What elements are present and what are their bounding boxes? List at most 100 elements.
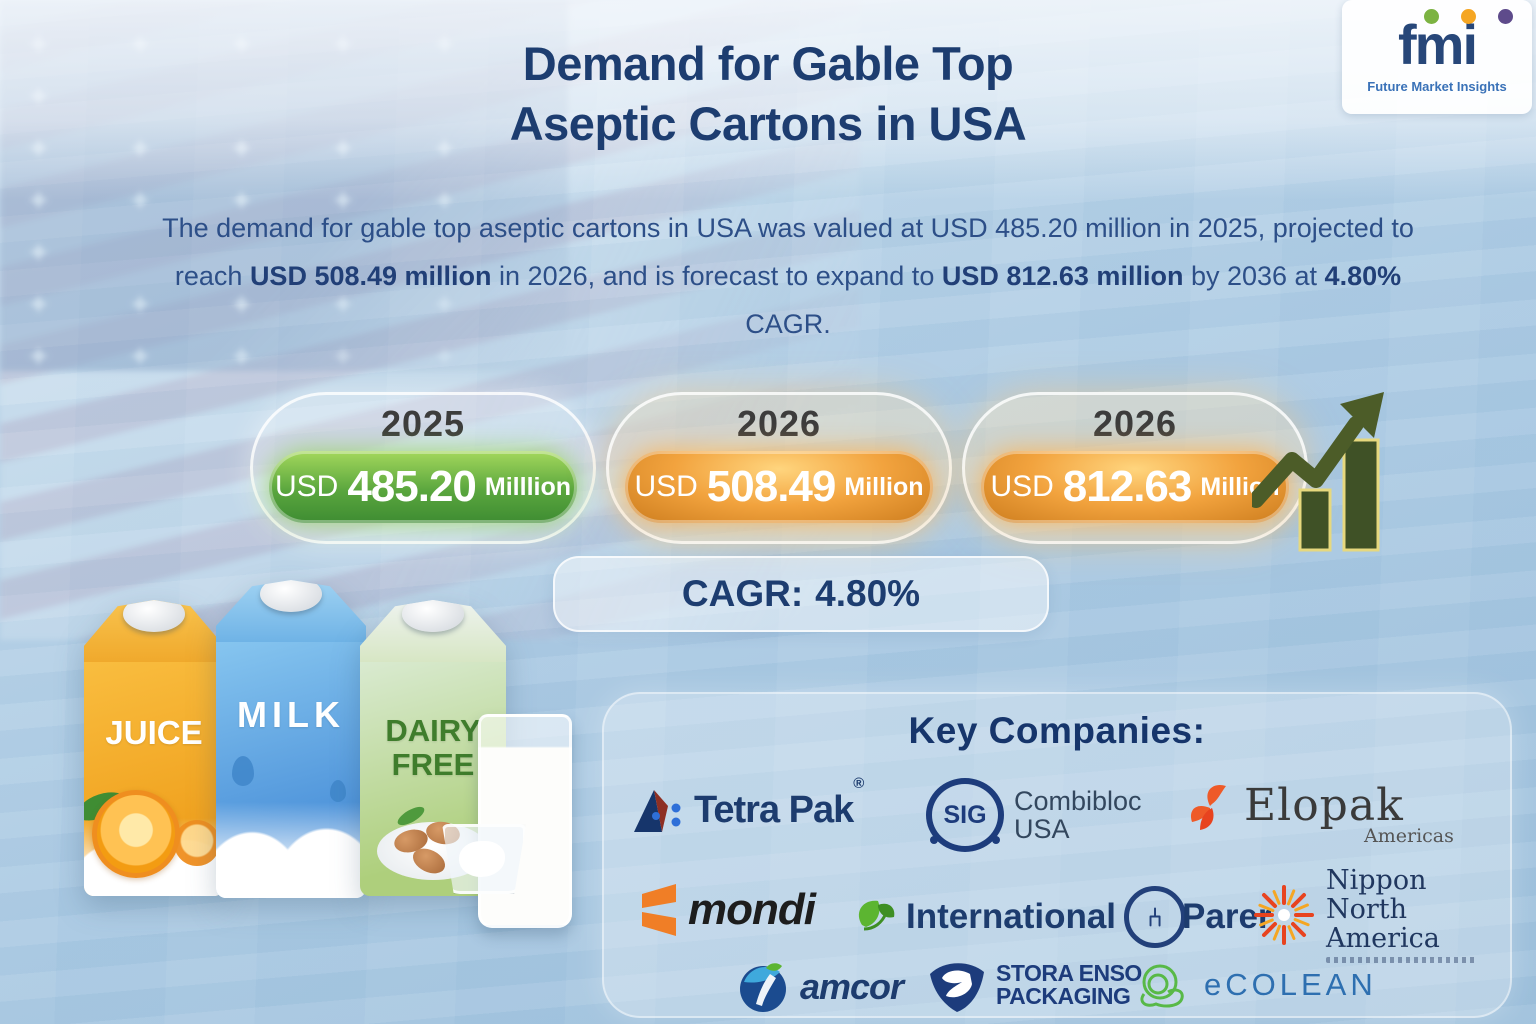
intro-value-2026: USD 508.49 million: [249, 261, 492, 292]
paper-ring-icon: ⑃: [1124, 886, 1187, 948]
carton-cap-icon: [402, 600, 464, 632]
elopak-americas-text: Americas: [1364, 825, 1454, 847]
logo-elopak: Elopak Americas: [1186, 780, 1454, 847]
value-pill-green: USD 485.20 Milllion: [269, 451, 577, 523]
milestone-2025: 2025 USD 485.20 Milllion: [250, 392, 596, 544]
fmi-logo-card: fmi Future Market Insights: [1342, 0, 1532, 114]
logo-mondi: mondi: [632, 882, 816, 938]
page-title-line1: Demand for Gable Top: [522, 37, 1014, 90]
carton-body: JUICE: [84, 662, 224, 896]
micro-text-decoration: [1326, 957, 1476, 964]
intro-text: CAGR.: [745, 309, 831, 340]
milk-glass-icon: [478, 714, 572, 928]
milestone-2036: 2026 USD 812.63 Million: [962, 392, 1308, 544]
stora-enso-line1: STORA ENSO: [996, 960, 1142, 986]
fmi-logo: fmi: [1398, 8, 1513, 72]
unit-label: Million: [844, 472, 924, 501]
logo-tetra-pak: Tetra Pak®: [632, 774, 864, 834]
logo-stora-enso: STORA ENSO PACKAGING: [926, 956, 1142, 1014]
cagr-label: CAGR:: [681, 573, 804, 614]
currency-label: USD: [990, 470, 1054, 503]
carton-body: MILK: [216, 642, 366, 898]
carton-label-line1: DAIRY: [385, 713, 481, 748]
amcor-sphere-icon: [740, 963, 786, 1012]
orange-fruit-icon: [92, 790, 180, 878]
ecolean-wordmark: eCOLEAN: [1204, 967, 1377, 1002]
mondi-wordmark: mondi: [688, 885, 816, 934]
logo-amcor: amcor: [736, 960, 904, 1014]
value-pill-orange: USD 812.63 Million: [981, 451, 1289, 523]
intro-text: in 2026, and is forecast to expand to: [491, 261, 942, 292]
carton-milk: MILK: [216, 580, 366, 898]
amcor-wordmark: amcor: [800, 966, 904, 1007]
nippon-line2: North: [1326, 894, 1408, 926]
nippon-line1: Nippon: [1326, 865, 1427, 896]
tetra-pak-icon: [634, 790, 681, 832]
starburst-icon: [1254, 884, 1314, 945]
fmi-tagline: Future Market Insights: [1367, 78, 1507, 94]
milestones-row: 2025 USD 485.20 Milllion 2026 USD 508.49…: [250, 392, 1308, 544]
page-title: Demand for Gable Top Aseptic Cartons in …: [0, 34, 1536, 154]
value-number: 812.63: [1062, 462, 1193, 511]
carton-cap-icon: [260, 580, 322, 612]
sig-ring-icon: SIG: [926, 778, 1004, 852]
carton-gable: [360, 600, 506, 662]
elopak-bird-icon: [1190, 784, 1226, 830]
carton-label: MILK: [237, 694, 345, 735]
logo-nippon-north-america: Nippon North America: [1252, 865, 1476, 964]
mondi-chevron-icon: [642, 884, 676, 936]
nippon-text-block: Nippon North America: [1326, 865, 1476, 964]
logo-sig-combibloc: SIG Combibloc USA: [926, 778, 1142, 852]
carton-gable: [216, 580, 366, 642]
tetra-pak-wordmark: Tetra Pak®: [694, 774, 864, 831]
intro-cagr-value: 4.80%: [1324, 261, 1402, 292]
currency-label: USD: [274, 470, 339, 503]
value-number: 485.20: [347, 462, 477, 511]
stora-enso-line2: PACKAGING: [996, 983, 1131, 1009]
intro-value-2036: USD 812.63 million: [941, 261, 1184, 292]
stora-enso-text: STORA ENSO PACKAGING: [996, 962, 1142, 1008]
carton-gable: [84, 600, 224, 662]
nippon-line3: America: [1326, 923, 1440, 955]
elopak-wordmark: Elopak: [1244, 780, 1404, 831]
carton-label-line2: FREE: [391, 747, 475, 783]
cagr-panel: CAGR: 4.80%: [553, 556, 1049, 632]
unit-label: Milllion: [484, 472, 572, 501]
ecolean-loops-icon: [1140, 964, 1184, 1008]
international-wordmark: International: [906, 897, 1117, 936]
fmi-logo-dots-icon: [1424, 8, 1513, 24]
usa-text: USA: [1014, 814, 1070, 844]
droplet-icon: [232, 756, 254, 786]
combibloc-text: Combibloc: [1014, 785, 1142, 816]
milk-splash: [216, 802, 366, 898]
carton-label: DAIRY FREE: [385, 713, 481, 783]
logo-ecolean: eCOLEAN: [1136, 960, 1377, 1010]
page-title-line2: Aseptic Cartons in USA: [509, 97, 1027, 151]
carton-cap-icon: [123, 600, 185, 632]
droplet-icon: [330, 780, 346, 802]
intro-text: The demand for gable top aseptic cartons…: [162, 213, 1414, 292]
milestone-year: 2026: [736, 403, 822, 444]
orange-slice-icon: [174, 820, 220, 866]
cream-cup-icon: [442, 824, 526, 894]
value-pill-orange: USD 508.49 Million: [625, 451, 933, 523]
combibloc-usa-text: Combibloc USA: [1014, 785, 1142, 844]
intro-text: by 2036 at: [1183, 261, 1325, 292]
cagr-value: 4.80%: [815, 573, 921, 614]
growth-arrow-icon: [1252, 392, 1384, 552]
registered-mark: ®: [853, 774, 864, 792]
carton-juice: JUICE: [84, 600, 224, 896]
elopak-text: Elopak Americas: [1244, 780, 1454, 847]
carton-label: JUICE: [105, 714, 203, 751]
milestone-year: 2025: [380, 403, 466, 444]
key-companies-heading: Key Companies:: [908, 710, 1206, 751]
milestone-year: 2026: [1092, 403, 1178, 444]
fmi-logo-text: fmi: [1398, 12, 1478, 76]
intro-paragraph: The demand for gable top aseptic cartons…: [148, 204, 1428, 348]
cream-blob-icon: [459, 841, 505, 877]
milestone-2026: 2026 USD 508.49 Million: [606, 392, 952, 544]
logo-international-paper: International ⑃ Parer: [852, 886, 1272, 948]
sig-wordmark: SIG: [943, 800, 987, 829]
leaf-icon: [858, 900, 895, 931]
